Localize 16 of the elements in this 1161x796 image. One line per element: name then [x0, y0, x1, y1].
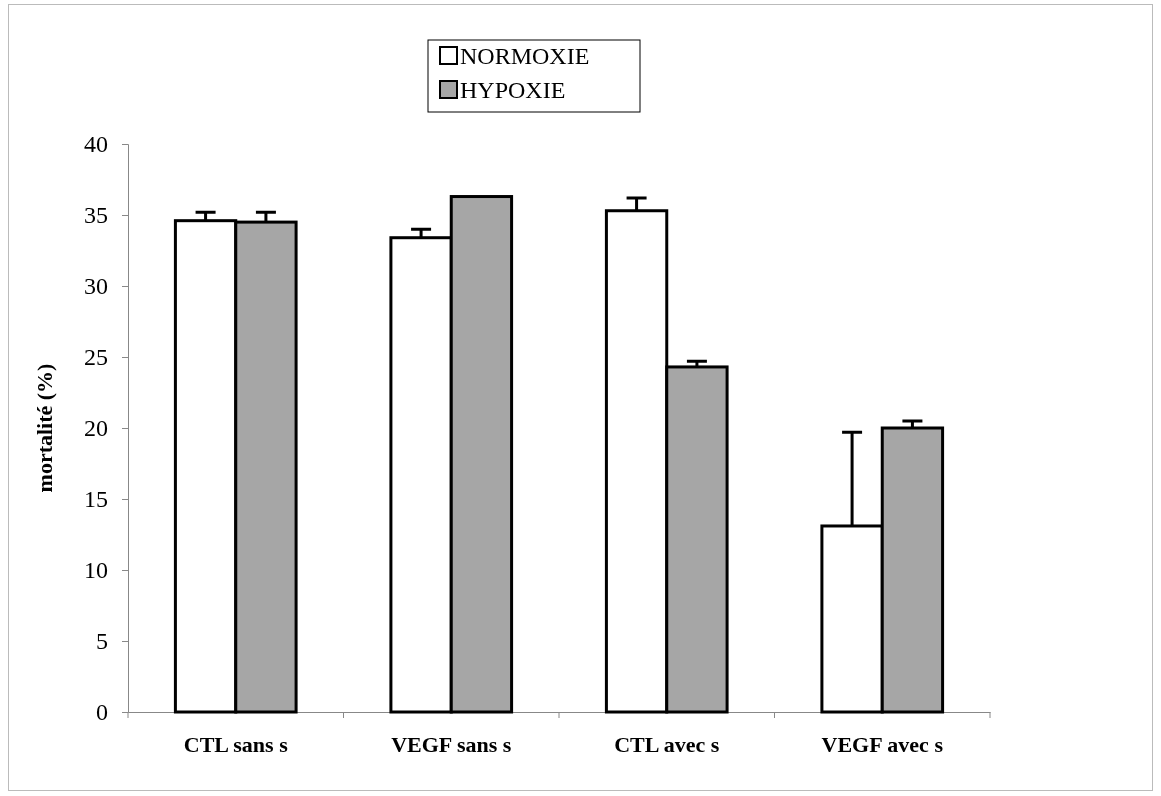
y-tick-label: 10	[84, 557, 108, 584]
y-tick-label: 30	[84, 273, 108, 300]
y-tick-label: 40	[84, 131, 108, 158]
x-tick-label: CTL avec s	[614, 731, 720, 757]
x-tick-label: VEGF sans s	[391, 731, 512, 757]
x-tick-label: CTL sans s	[183, 731, 289, 757]
legend-label: HYPOXIE	[460, 77, 566, 103]
x-tick-label: VEGF avec s	[821, 731, 944, 757]
y-tick-label: 25	[84, 344, 108, 371]
y-tick-label: 5	[96, 628, 108, 655]
y-tick-label: 0	[96, 699, 108, 726]
y-tick-label: 20	[84, 415, 108, 442]
y-tick-label: 15	[84, 486, 108, 513]
legend-label: NORMOXIE	[460, 43, 590, 69]
y-axis-title: mortalité (%)	[32, 363, 57, 493]
y-tick-label: 35	[84, 202, 108, 229]
